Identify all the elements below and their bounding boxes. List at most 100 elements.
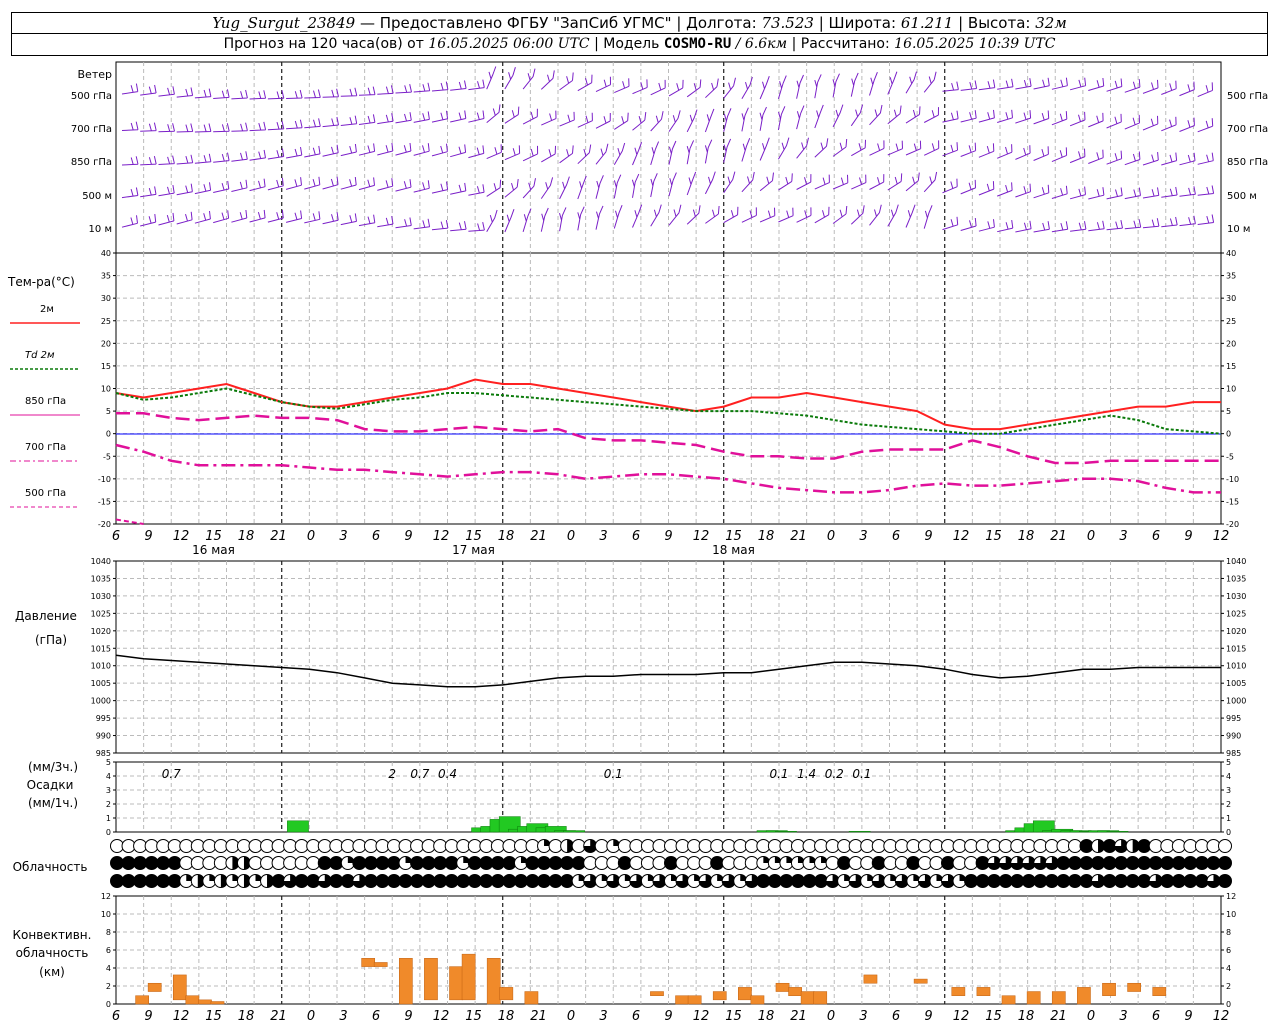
convective-bar — [147, 982, 162, 992]
wind-barb — [358, 86, 376, 96]
wind-level-labels-left: 500 гПа 700 гПа 850 гПа 500 м 10 м — [71, 91, 112, 235]
wind-barb — [267, 120, 285, 131]
wind-barb — [1051, 111, 1068, 126]
cloud-symbol-low-fill — [468, 874, 482, 888]
midnight-lines — [281, 62, 946, 1004]
wind-barb — [249, 149, 266, 161]
wind-barb — [340, 213, 357, 226]
temp-legend-label: Td 2м — [25, 350, 55, 361]
wind-barb — [358, 177, 375, 191]
time-tick-label: 0 — [307, 1009, 315, 1024]
time-tick-label: 9 — [404, 529, 412, 544]
pres-ytick-label: 1005 — [91, 679, 111, 688]
wind-barb — [905, 172, 920, 192]
wind-barb — [213, 89, 230, 99]
conv-ytick-label: 8 — [106, 928, 111, 937]
wind-barb — [1033, 110, 1050, 125]
wind-barb — [869, 140, 885, 156]
wind-barb — [595, 112, 611, 129]
wind-barb — [1088, 187, 1105, 200]
wind-barb — [213, 152, 230, 163]
cloud-symbol-low-fill — [606, 874, 620, 888]
temperature-yticks-left: 40 35 30 25 20 15 10 5 0 -5 -10 -15 -20 — [98, 249, 116, 529]
wind-barb — [1161, 216, 1178, 228]
cloud-symbol-low-fill — [267, 874, 274, 888]
wind-barb — [431, 110, 449, 123]
wind-barb — [1142, 218, 1160, 229]
convective-bar — [373, 962, 388, 967]
cloud-symbol-mid-fill — [122, 856, 136, 870]
wind-barb — [176, 183, 193, 196]
time-tick-label: 12 — [693, 1009, 710, 1024]
precip-total-label: 1.4 — [797, 767, 816, 781]
time-tick-label: 21 — [530, 1009, 547, 1024]
time-tick-label: 9 — [144, 1009, 152, 1024]
pres-ytick-label: 1015 — [1226, 644, 1246, 653]
wind-barb — [997, 220, 1014, 233]
precip-bar — [1032, 820, 1055, 833]
provider-text: — Предоставлено ФГБУ "ЗапСиб УГМС" — [359, 14, 672, 32]
time-tick-label: 12 — [173, 529, 190, 544]
cloud-symbol-low-fill — [1033, 874, 1047, 888]
pressure-title: Давление — [15, 609, 77, 623]
convective-bar — [524, 991, 539, 1005]
wind-barb — [851, 139, 866, 157]
cloud-symbol-low-fill — [918, 874, 932, 888]
cloud-symbol-low-fill — [560, 874, 574, 888]
wind-barb — [978, 219, 995, 232]
time-tick-label: 6 — [1152, 529, 1160, 544]
time-tick-label: 9 — [1184, 529, 1192, 544]
wind-barb — [1142, 187, 1160, 199]
temp-ytick-label: -15 — [98, 497, 111, 506]
convective-bar — [135, 995, 149, 1005]
wind-barb — [960, 142, 977, 157]
cloud-symbol-mid-fill — [941, 856, 955, 870]
temp-legend-label: 500 гПа — [25, 488, 66, 499]
cloud-symbol-mid-fill — [468, 856, 482, 870]
cloud-symbol-mid-fill — [110, 856, 124, 870]
cloud-symbol-low-fill — [583, 874, 597, 888]
wind-barb — [632, 142, 643, 166]
wind-barb — [450, 110, 467, 123]
precip-bar — [287, 820, 309, 833]
pres-ytick-label: 1020 — [91, 627, 111, 636]
wind-barb — [267, 90, 285, 100]
convective-bar — [210, 1001, 225, 1005]
wind-barb — [778, 173, 793, 191]
wind-barb — [887, 71, 898, 95]
cloud-symbol-low-fill — [491, 874, 505, 888]
wind-barb — [431, 81, 449, 92]
prec-ytick-label: 2 — [1226, 800, 1231, 809]
cloud-symbol-low-fill — [306, 874, 320, 888]
wind-barb — [923, 205, 933, 229]
wind-barb — [1106, 78, 1123, 92]
cloud-symbol-low-fill — [318, 874, 332, 888]
wind-barb — [723, 108, 732, 132]
wind-barb — [194, 123, 212, 133]
wind-barb — [1015, 110, 1032, 124]
conv-ytick-label: 6 — [1226, 946, 1231, 955]
pres-ytick-label: 990 — [96, 732, 111, 741]
wind-barb — [686, 79, 702, 98]
cloud-symbol-mid-fill — [1218, 856, 1232, 870]
temp-ytick-label: -5 — [103, 452, 111, 461]
temp-ytick-label: 15 — [1226, 362, 1236, 371]
wind-barb — [158, 185, 175, 197]
temp-legend-label: 2м — [40, 304, 54, 315]
cloud-symbol-mid-fill — [445, 856, 459, 870]
cloud-symbol-low-fill — [156, 874, 170, 888]
wind-barb — [358, 214, 376, 227]
wind-barb — [249, 178, 266, 192]
wind-level-labels-right: 500 гПа 700 гПа 850 гПа 500 м 10 м — [1227, 91, 1268, 235]
wind-barb — [1142, 115, 1159, 131]
cloud-symbol-low-fill — [295, 874, 309, 888]
wind-barb — [1179, 186, 1196, 197]
wind-barb — [450, 80, 467, 91]
time-tick-label: 21 — [530, 529, 547, 544]
cloud-symbol-low-fill — [1045, 874, 1059, 888]
cloud-symbol-mid-fill — [710, 856, 724, 870]
time-tick-label: 0 — [567, 529, 575, 544]
cloud-symbol-low-fill — [197, 874, 205, 888]
wind-barb — [850, 104, 864, 127]
wind-barb — [1124, 219, 1142, 230]
